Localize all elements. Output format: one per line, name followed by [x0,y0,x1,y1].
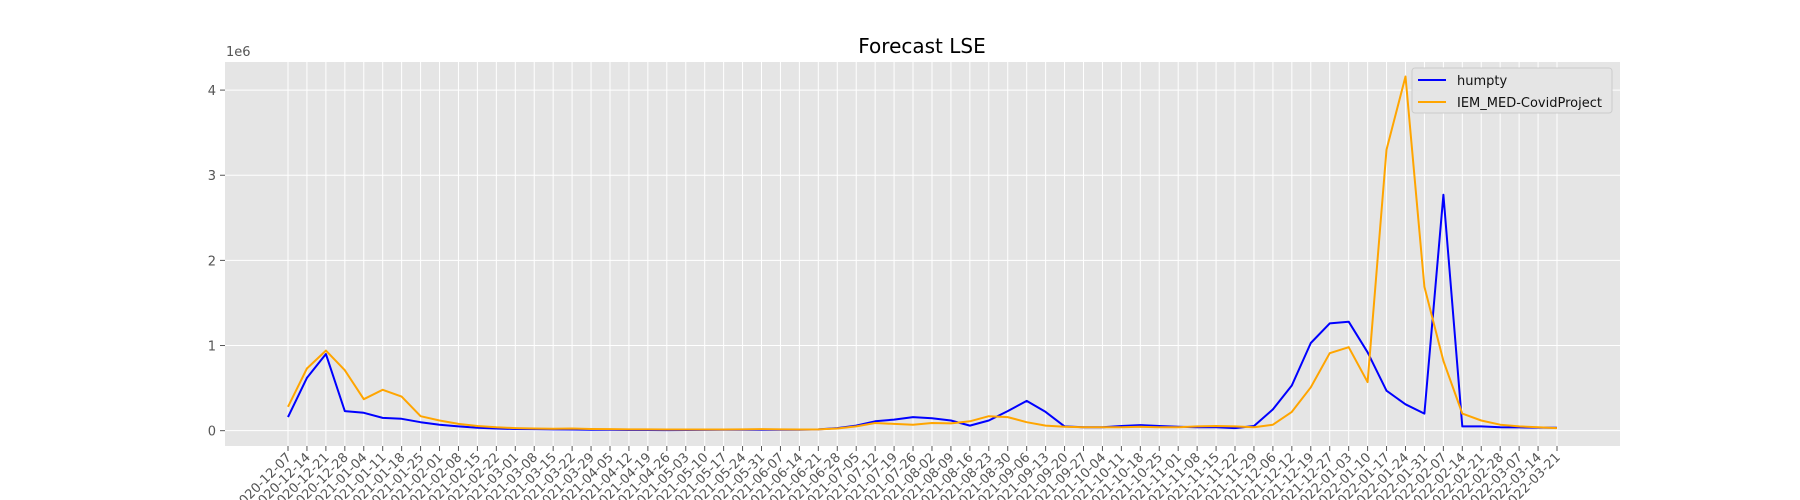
legend-box [1411,67,1613,114]
series-lines [287,75,1558,432]
y-tick-label: 0 [208,425,216,440]
y-tick-label: 4 [208,84,216,99]
legend: humpty IEM_MED-CovidProject [1411,67,1613,114]
y-tick-label: 1 [208,340,216,355]
x-axis: 2020-12-072020-12-142020-12-212020-12-28… [231,446,1564,500]
legend-label: humpty [1457,74,1507,89]
series-line-iem-med-covidproject [287,75,1558,431]
y-axis: 0 1 2 3 4 [208,84,225,440]
series-line-humpty [287,193,1558,432]
chart-title: Forecast LSE [858,34,985,58]
y-tick-label: 3 [208,169,216,184]
grid [225,62,1620,446]
plot-area [225,62,1620,446]
legend-label: IEM_MED-CovidProject [1457,96,1602,111]
y-tick-label: 2 [208,254,216,269]
y-offset-label: 1e6 [226,45,251,60]
